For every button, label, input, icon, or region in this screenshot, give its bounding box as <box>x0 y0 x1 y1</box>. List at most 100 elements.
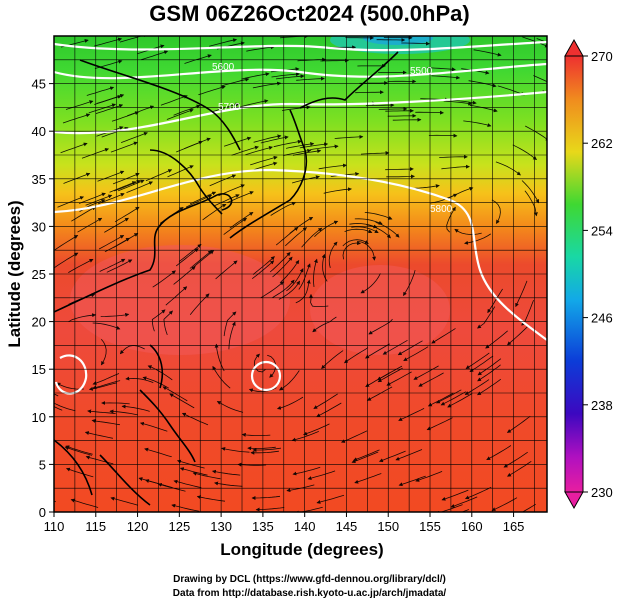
streamline <box>54 235 79 251</box>
streamline <box>427 392 454 407</box>
y-tick-label: 0 <box>39 505 46 520</box>
streamline <box>342 241 361 260</box>
streamline <box>321 350 344 369</box>
streamline <box>228 321 236 350</box>
coastlines <box>54 51 399 506</box>
streamline <box>139 421 168 432</box>
y-axis-ticks: 0 5 10 15 20 25 30 35 40 45 <box>32 77 54 520</box>
streamline <box>126 181 154 193</box>
streamline <box>160 94 188 106</box>
streamline <box>397 340 423 356</box>
x-tick-label: 160 <box>461 519 483 534</box>
streamline <box>173 266 196 285</box>
x-tick-label: 115 <box>85 519 106 534</box>
streamline <box>275 74 305 80</box>
x-tick-label: 120 <box>127 519 149 534</box>
streamline <box>151 309 166 332</box>
streamline <box>312 316 337 333</box>
streamline <box>192 471 221 480</box>
streamline <box>310 144 339 150</box>
streamline <box>270 201 297 216</box>
streamline <box>198 85 226 96</box>
warm-pool <box>310 265 450 355</box>
streamline <box>477 358 502 376</box>
streamline <box>313 393 338 409</box>
streamline <box>289 216 314 234</box>
streamline <box>179 467 208 476</box>
streamline <box>309 293 329 307</box>
streamline <box>285 227 308 247</box>
contour-label: 5800 <box>430 204 453 215</box>
streamline <box>428 133 458 138</box>
streamline <box>252 256 275 275</box>
streamline <box>250 155 278 166</box>
streamline <box>165 286 188 306</box>
streamline <box>525 125 547 141</box>
streamline <box>512 144 538 160</box>
credit-drawing: Drawing by DCL (https://www.gfd-dennou.o… <box>173 574 446 585</box>
streamline <box>85 455 114 465</box>
streamline <box>213 194 240 207</box>
contour-label: 5700 <box>218 102 241 113</box>
streamline <box>296 76 325 81</box>
streamline <box>355 90 384 95</box>
streamline <box>138 477 167 487</box>
streamline <box>378 450 406 463</box>
streamline <box>241 432 271 437</box>
y-tick-label: 20 <box>32 315 46 330</box>
streamline <box>443 100 473 106</box>
streamline <box>255 507 285 512</box>
streamline <box>316 494 345 504</box>
streamline <box>181 412 209 426</box>
streamline <box>468 80 497 88</box>
streamline <box>237 462 267 467</box>
streamline <box>189 293 210 315</box>
y-tick-label: 40 <box>32 124 46 139</box>
streamline <box>354 218 383 225</box>
streamline <box>98 235 125 250</box>
streamline <box>385 167 414 172</box>
streamline <box>430 193 458 204</box>
x-axis-ticks: 110 115 120 125 130 135 140 145 150 155 160 165 <box>44 512 525 534</box>
streamline <box>215 260 238 280</box>
x-tick-label: 150 <box>377 519 399 534</box>
streamline <box>295 279 311 304</box>
streamline <box>491 497 518 511</box>
streamline <box>77 217 103 233</box>
streamline <box>343 347 369 364</box>
streamline <box>68 313 97 323</box>
streamline <box>221 77 250 87</box>
streamline <box>252 447 282 452</box>
x-tick-label: 155 <box>419 519 441 534</box>
streamline <box>171 503 200 512</box>
streamline <box>392 117 422 122</box>
streamline <box>142 376 169 389</box>
colorbar-tick-label: 254 <box>591 223 613 238</box>
streamline <box>65 100 94 110</box>
streamline <box>163 310 173 336</box>
streamline <box>245 145 273 156</box>
streamline <box>354 473 382 484</box>
streamline <box>276 396 304 410</box>
streamline <box>463 120 492 127</box>
streamline <box>378 106 408 111</box>
streamline <box>84 431 113 439</box>
streamline <box>64 446 93 456</box>
streamline <box>101 401 130 405</box>
streamline <box>271 72 300 78</box>
streamline <box>357 241 377 261</box>
streamline <box>173 104 201 116</box>
y-tick-label: 45 <box>32 77 46 92</box>
streamline <box>54 500 56 503</box>
streamline <box>88 103 117 114</box>
streamline <box>99 258 126 272</box>
streamline <box>125 376 154 383</box>
streamline <box>436 389 462 404</box>
x-tick-label: 130 <box>210 519 232 534</box>
grid-lines <box>53 35 547 513</box>
y-tick-label: 30 <box>32 219 46 234</box>
x-tick-label: 165 <box>503 519 525 534</box>
streamline <box>65 445 93 455</box>
streamline <box>189 191 217 205</box>
streamline <box>251 495 281 500</box>
